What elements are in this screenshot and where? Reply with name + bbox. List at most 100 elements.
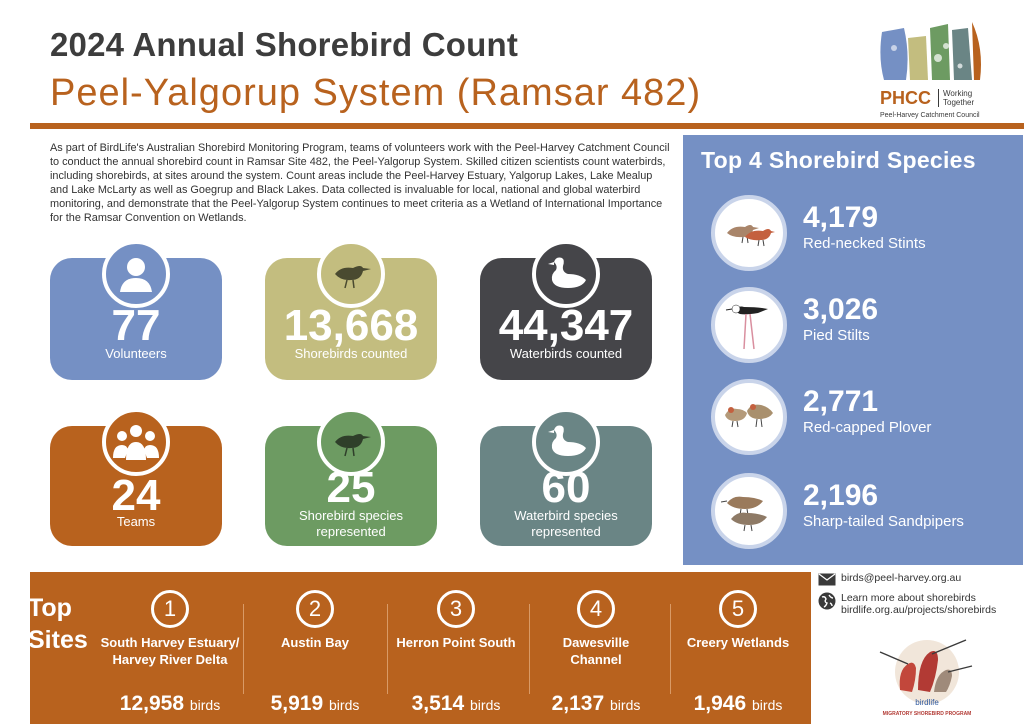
site-divider	[243, 604, 244, 694]
stint-icon	[727, 225, 775, 247]
top-sites-heading-line2: Sites	[28, 626, 88, 654]
site-divider	[670, 604, 671, 694]
site-count-value: 1,946	[693, 692, 747, 715]
shorebird-icon	[335, 434, 371, 457]
site-count-value: 2,137	[551, 692, 605, 715]
site-count-value: 5,919	[270, 692, 324, 715]
site-count-unit: birds	[610, 697, 641, 713]
site-item: 3 Herron Point South 3,514 birds	[386, 590, 526, 720]
birdlife-program: MIGRATORY SHOREBIRD PROGRAM	[883, 711, 972, 717]
stat-tile-waterbird-species: 60 Waterbird species represented	[480, 408, 652, 546]
top-species-panel: Top 4 Shorebird Species 4,179 Red-necked…	[683, 135, 1023, 565]
top-sites-bar: Top Sites 1 South Harvey Estuary/ Harvey…	[28, 572, 811, 724]
site-rank-badge: 5	[719, 590, 757, 628]
species-name: Sharp-tailed Sandpipers	[803, 513, 964, 530]
species-image	[711, 473, 787, 549]
stat-tile-shorebirds: 13,668 Shorebirds counted	[265, 240, 437, 380]
site-count: 1,946 birds	[668, 692, 808, 716]
site-item: 1 South Harvey Estuary/ Harvey River Del…	[100, 590, 240, 720]
stat-icon-circle	[532, 408, 600, 476]
learn-more-text: Learn more about shorebirds	[841, 592, 976, 604]
sandpiper-icon	[721, 496, 767, 532]
stat-label: Waterbird species represented	[514, 508, 618, 539]
stat-label: Shorebird species represented	[298, 508, 404, 539]
stat-value: 25	[326, 463, 376, 512]
site-rank-badge: 1	[151, 590, 189, 628]
logo-abbr: PHCC	[880, 88, 932, 108]
species-item: 2,196 Sharp-tailed Sandpipers	[711, 473, 1011, 553]
site-count-unit: birds	[329, 697, 360, 713]
stat-icon-circle	[102, 240, 170, 308]
site-item: 2 Austin Bay 5,919 birds	[245, 590, 385, 720]
species-name: Pied Stilts	[803, 327, 870, 344]
species-image	[711, 287, 787, 363]
stat-tile-waterbirds: 44,347 Waterbirds counted	[480, 240, 652, 380]
birdlife-logo: birdlife MIGRATORY SHOREBIRD PROGRAM	[872, 630, 982, 720]
stat-value: 13,668	[283, 301, 419, 350]
shorebird-icon	[335, 266, 371, 289]
site-name: Austin Bay	[281, 635, 349, 650]
site-rank-badge: 3	[437, 590, 475, 628]
site-count-unit: birds	[752, 697, 783, 713]
intro-paragraph: As part of BirdLife's Australian Shorebi…	[50, 142, 670, 224]
species-name: Red-necked Stints	[803, 235, 926, 252]
stat-value: 24	[111, 471, 161, 520]
stat-value: 60	[541, 463, 591, 512]
site-rank-badge: 2	[296, 590, 334, 628]
site-divider	[529, 604, 530, 694]
waterbird-icon	[548, 257, 586, 288]
stat-label: Teams	[116, 514, 156, 529]
stat-icon-circle	[532, 240, 600, 308]
site-item: 4 Dawesville Channel 2,137 birds	[526, 590, 666, 720]
species-count: 4,179	[803, 201, 879, 234]
birdlife-link[interactable]: birdlife.org.au/projects/shorebirds	[841, 604, 997, 616]
site-name: Creery Wetlands	[686, 635, 790, 650]
site-rank-badge: 4	[577, 590, 615, 628]
site-count-value: 12,958	[119, 692, 185, 715]
stat-icon-circle	[102, 408, 170, 476]
site-divider	[387, 604, 388, 694]
waterbird-icon	[548, 425, 586, 456]
site-count-unit: birds	[189, 697, 221, 713]
stat-icon-circle	[317, 240, 385, 308]
species-count: 3,026	[803, 293, 879, 326]
site-count: 3,514 birds	[386, 692, 526, 716]
plover-icon	[725, 404, 773, 428]
stat-label: Volunteers	[105, 346, 167, 361]
stat-tile-teams: 24 Teams	[50, 408, 222, 546]
phcc-logo: PHCC Working Together Peel-Harvey Catchm…	[868, 18, 996, 126]
species-item: 4,179 Red-necked Stints	[711, 195, 1011, 275]
contact-email-link[interactable]: birds@peel-harvey.org.au	[841, 572, 962, 584]
page-title: 2024 Annual Shorebird Count	[50, 26, 519, 63]
top-sites-heading-line1: Top	[28, 594, 72, 622]
species-name: Red-capped Plover	[803, 419, 932, 436]
contact-web-text: Learn more about shorebirds birdlife.org…	[841, 592, 996, 616]
species-count: 2,196	[803, 479, 879, 512]
logo-tagline: Working Together	[938, 89, 998, 107]
species-item: 2,771 Red-capped Plover	[711, 379, 1011, 459]
site-name: Dawesville Channel	[562, 635, 630, 667]
page-subtitle: Peel-Yalgorup System (Ramsar 482)	[50, 72, 702, 114]
species-count: 2,771	[803, 385, 879, 418]
stat-icon-circle	[317, 408, 385, 476]
top-sites-heading: Top Sites	[28, 592, 88, 656]
site-count-unit: birds	[470, 697, 501, 713]
logo-council: Peel-Harvey Catchment Council	[880, 112, 980, 119]
species-image	[711, 379, 787, 455]
species-item: 3,026 Pied Stilts	[711, 287, 1011, 367]
stat-tile-volunteers: 77 Volunteers	[50, 240, 222, 380]
top-species-title: Top 4 Shorebird Species	[701, 147, 976, 173]
contact-block: birds@peel-harvey.org.au Learn more abou…	[818, 572, 1024, 622]
group-icon	[113, 425, 159, 460]
stat-label: Waterbirds counted	[509, 346, 623, 361]
site-name: South Harvey Estuary/ Harvey River Delta	[100, 635, 240, 667]
stat-tile-shorebird-species: 25 Shorebird species represented	[265, 408, 437, 546]
birdlife-brand: birdlife	[915, 698, 939, 707]
birdlife-logo-art: birdlife MIGRATORY SHOREBIRD PROGRAM	[879, 639, 973, 717]
site-count-value: 3,514	[411, 692, 465, 715]
phcc-logo-art	[880, 22, 981, 80]
site-name: Herron Point South	[396, 635, 516, 650]
contact-web-row: Learn more about shorebirds birdlife.org…	[818, 592, 1024, 616]
pied-stilt-icon	[725, 304, 768, 350]
site-count: 12,958 birds	[100, 692, 240, 716]
